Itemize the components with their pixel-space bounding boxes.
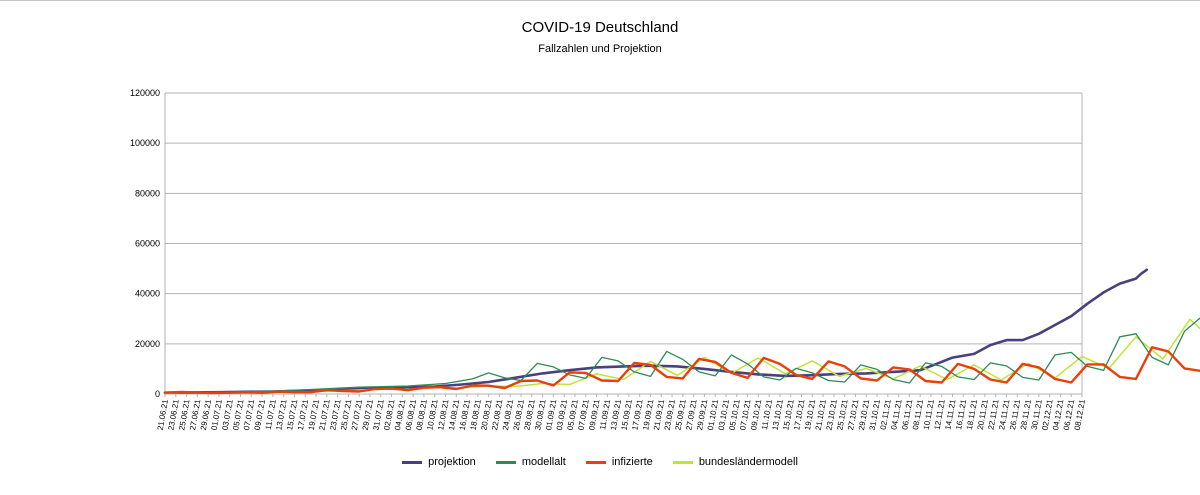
legend-swatch (585, 460, 606, 464)
series-layer (163, 268, 1200, 395)
series-line-infizierte (163, 346, 1200, 395)
series-line-projektion (163, 268, 1148, 394)
legend-label: infizierte (611, 456, 653, 468)
legend-item: bundesländermodell (672, 456, 798, 468)
y-tick-label: 60000 (135, 239, 160, 249)
y-tick-label: 120000 (130, 88, 160, 98)
chart-title: COVID-19 Deutschland (521, 19, 679, 36)
y-tick-label: 20000 (135, 339, 160, 349)
legend-item: modellalt (495, 456, 566, 468)
chart-subtitle: Fallzahlen und Projektion (538, 43, 662, 55)
legend-swatch (672, 460, 693, 464)
legend-item: infizierte (585, 456, 653, 468)
axis-layer (164, 93, 1083, 397)
grid-layer (165, 92, 1082, 395)
legend-swatch (402, 460, 423, 464)
top-border (0, 0, 1200, 1)
legend-label: bundesländermodell (698, 456, 798, 468)
legend-label: modellalt (521, 456, 566, 468)
y-tick-label: 40000 (135, 289, 160, 299)
y-tick-label: 80000 (135, 188, 160, 198)
y-tick-label: 100000 (130, 138, 160, 148)
x-tick-labels: 21.06.2123.06.2125.06.2127.06.2129.06.21… (156, 398, 1087, 431)
series-line-bundesl-ndermodell (164, 318, 1200, 394)
legend-swatch (495, 460, 516, 464)
legend: projektion modellalt infizierte bundeslände… (0, 455, 1200, 469)
y-tick-label: 0 (155, 389, 160, 399)
y-tick-labels: 0 20000 40000 60000 80000 100000 120000 (130, 88, 160, 399)
legend-label: projektion (428, 456, 476, 468)
series-line-modellalt (164, 317, 1200, 394)
legend-item: projektion (402, 456, 476, 468)
